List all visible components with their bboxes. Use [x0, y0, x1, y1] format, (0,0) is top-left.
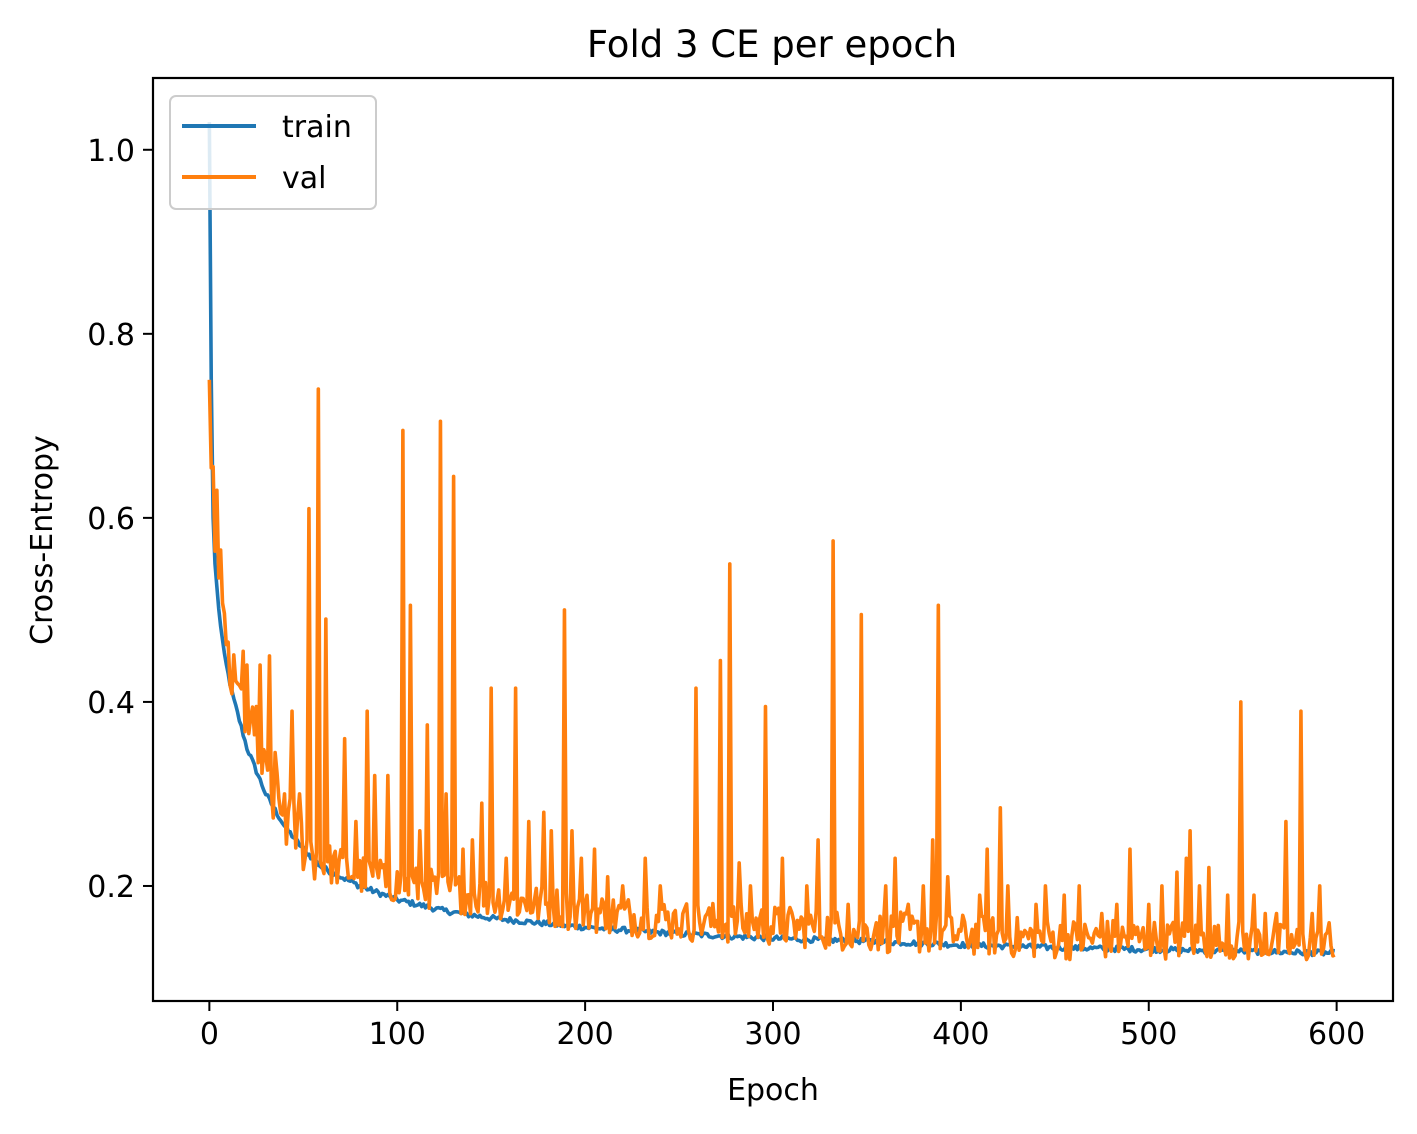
y-tick-label: 0.8 [87, 318, 135, 353]
x-tick-label: 300 [744, 1017, 801, 1052]
x-tick-label: 100 [369, 1017, 426, 1052]
x-tick-label: 0 [200, 1017, 219, 1052]
x-tick-label: 500 [1120, 1017, 1177, 1052]
y-axis-label: Cross-Entropy [25, 435, 60, 645]
x-axis: 0 100 200 300 400 500 600 [200, 1001, 1365, 1052]
y-tick-label: 1.0 [87, 134, 135, 169]
legend: train val [169, 95, 377, 210]
y-tick-label: 0.6 [87, 502, 135, 537]
plot-area [151, 76, 1395, 1003]
series-layer [207, 122, 1336, 962]
y-axis: 0.2 0.4 0.6 0.8 1.0 [87, 134, 153, 905]
x-tick-label: 600 [1308, 1017, 1365, 1052]
y-tick-label: 0.4 [87, 686, 135, 721]
x-tick-label: 400 [932, 1017, 989, 1052]
x-tick-label: 200 [556, 1017, 613, 1052]
legend-val-label: val [282, 161, 326, 196]
legend-train-label: train [282, 110, 352, 145]
chart-title: Fold 3 CE per epoch [587, 23, 957, 66]
series-val-line [207, 379, 1336, 962]
plot-background [153, 78, 1393, 1001]
x-axis-label: Epoch [727, 1073, 819, 1108]
y-tick-label: 0.2 [87, 870, 135, 905]
